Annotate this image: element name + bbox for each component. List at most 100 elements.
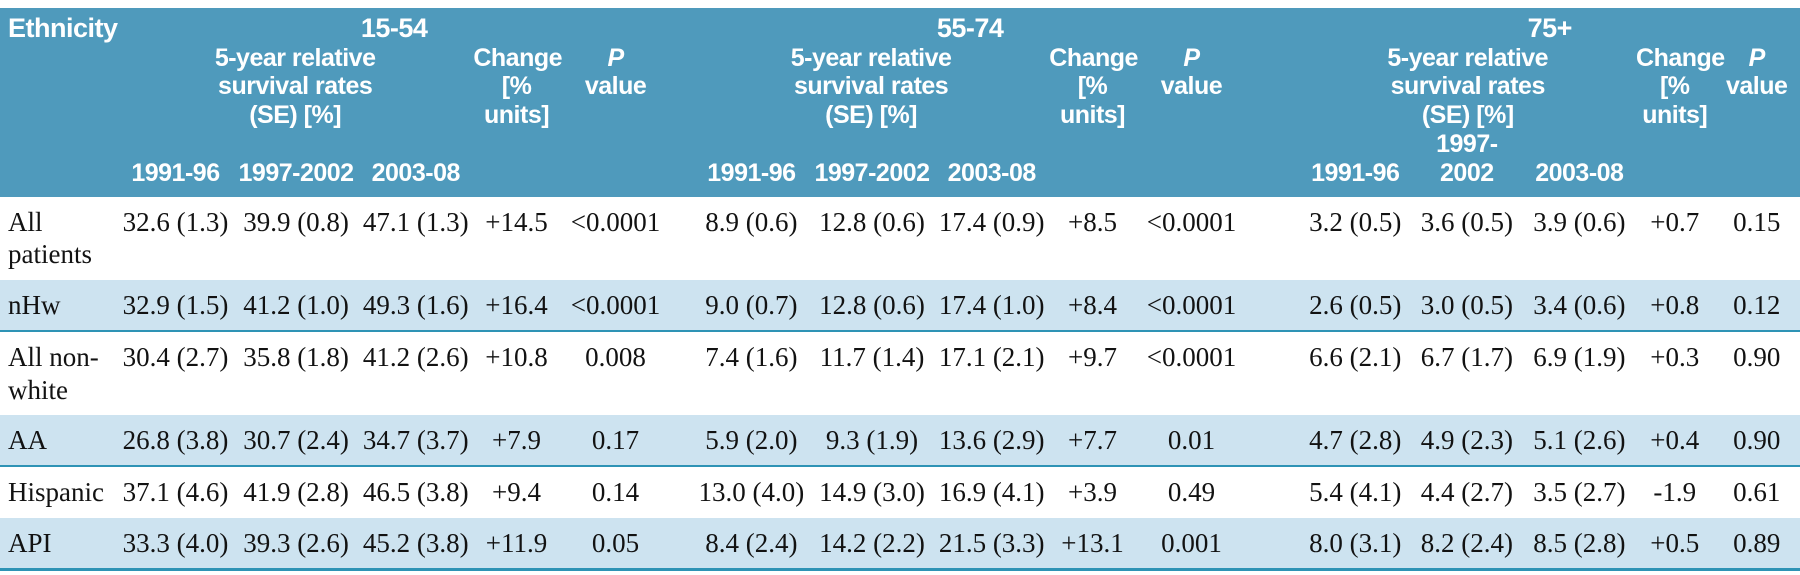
- cell-survival-rate: 5.4 (4.1): [1299, 466, 1412, 518]
- cell-p-value: 0.12: [1713, 279, 1800, 333]
- cell-survival-rate: 46.5 (3.8): [358, 466, 474, 518]
- cell-change: +7.9: [473, 414, 560, 468]
- cell-survival-rate: 30.4 (2.7): [116, 331, 234, 415]
- cell-survival-rate: 30.7 (2.4): [233, 414, 359, 468]
- cell-p-value: <0.0001: [1135, 331, 1248, 415]
- cell-p-value: 0.14: [559, 466, 672, 518]
- row-label: All patients: [0, 197, 117, 280]
- corner-header-ethnicity: Ethnicity: [0, 8, 118, 197]
- table-header: Ethnicity 15-54 55-74 75+ 5-year relativ…: [0, 8, 1800, 197]
- cell-survival-rate: 4.4 (2.7): [1411, 466, 1523, 518]
- period-header: 2003-08: [1522, 130, 1637, 197]
- cell-p-value: 0.15: [1713, 197, 1800, 280]
- change-header: Change [% units]: [1636, 44, 1725, 197]
- cell-change: +0.5: [1636, 517, 1714, 572]
- cell-p-value: <0.0001: [1135, 197, 1248, 280]
- cell-change: +13.1: [1049, 517, 1136, 572]
- column-spacer: [671, 8, 693, 197]
- cell-survival-rate: 39.3 (2.6): [233, 517, 359, 572]
- cell-survival-rate: 11.7 (1.4): [809, 331, 935, 415]
- cell-survival-rate: 49.3 (1.6): [358, 279, 474, 333]
- cell-change: +7.7: [1049, 414, 1136, 468]
- cell-survival-rate: 33.3 (4.0): [116, 517, 234, 572]
- period-header: 1997-2002: [809, 130, 935, 197]
- cell-survival-rate: 32.6 (1.3): [116, 197, 234, 280]
- cell-change: +0.3: [1636, 331, 1714, 415]
- cell-survival-rate: 6.9 (1.9): [1522, 331, 1637, 415]
- cell-survival-rate: 5.9 (2.0): [692, 414, 810, 468]
- row-label: API: [0, 517, 117, 572]
- cell-survival-rate: 17.4 (1.0): [934, 279, 1050, 333]
- cell-p-value: <0.0001: [1135, 279, 1248, 333]
- column-spacer: [671, 517, 693, 572]
- cell-survival-rate: 45.2 (3.8): [358, 517, 474, 572]
- cell-p-value: <0.0001: [559, 279, 672, 333]
- column-spacer: [1247, 279, 1300, 333]
- column-spacer: [671, 331, 693, 415]
- cell-survival-rate: 8.4 (2.4): [692, 517, 810, 572]
- cell-survival-rate: 3.6 (0.5): [1411, 197, 1523, 280]
- cell-survival-rate: 6.7 (1.7): [1411, 331, 1523, 415]
- cell-change: +14.5: [473, 197, 560, 280]
- cell-change: +8.5: [1049, 197, 1136, 280]
- change-header: Change [% units]: [473, 44, 563, 197]
- column-spacer: [1247, 331, 1300, 415]
- cell-change: +0.8: [1636, 279, 1714, 333]
- cell-p-value: 0.90: [1713, 414, 1800, 468]
- cell-survival-rate: 5.1 (2.6): [1522, 414, 1637, 468]
- cell-survival-rate: 12.8 (0.6): [809, 279, 935, 333]
- cell-p-value: 0.17: [559, 414, 672, 468]
- cell-survival-rate: 32.9 (1.5): [116, 279, 234, 333]
- cell-change: +9.7: [1049, 331, 1136, 415]
- survival-rates-table: Ethnicity 15-54 55-74 75+ 5-year relativ…: [0, 8, 1800, 572]
- cell-change: +10.8: [473, 331, 560, 415]
- cell-p-value: 0.008: [559, 331, 672, 415]
- cell-p-value: 0.61: [1713, 466, 1800, 518]
- table-row: AA 26.8 (3.8) 30.7 (2.4) 34.7 (3.7) +7.9…: [0, 414, 1800, 468]
- table-row: All non-white 30.4 (2.7) 35.8 (1.8) 41.2…: [0, 331, 1800, 415]
- cell-p-value: 0.001: [1135, 517, 1248, 572]
- column-spacer: [1247, 8, 1300, 197]
- column-spacer: [1247, 466, 1300, 518]
- cell-survival-rate: 35.8 (1.8): [233, 331, 359, 415]
- column-spacer: [1247, 517, 1300, 572]
- cell-change: +0.4: [1636, 414, 1714, 468]
- table-row: All patients 32.6 (1.3) 39.9 (0.8) 47.1 …: [0, 197, 1800, 280]
- cell-survival-rate: 6.6 (2.1): [1299, 331, 1412, 415]
- cell-survival-rate: 34.7 (3.7): [358, 414, 474, 468]
- cell-survival-rate: 3.5 (2.7): [1522, 466, 1637, 518]
- cell-change: +0.7: [1636, 197, 1714, 280]
- cell-change: +9.4: [473, 466, 560, 518]
- period-header: 2003-08: [934, 130, 1050, 197]
- column-spacer: [671, 414, 693, 468]
- row-label: Hispanic: [0, 466, 117, 518]
- cell-p-value: 0.01: [1135, 414, 1248, 468]
- cell-change: +11.9: [473, 517, 560, 572]
- cell-survival-rate: 21.5 (3.3): [934, 517, 1050, 572]
- cell-p-value: 0.90: [1713, 331, 1800, 415]
- row-label: All non-white: [0, 331, 117, 415]
- cell-p-value: 0.89: [1713, 517, 1800, 572]
- row-label: nHw: [0, 279, 117, 333]
- cell-survival-rate: 3.2 (0.5): [1299, 197, 1412, 280]
- cell-survival-rate: 9.0 (0.7): [692, 279, 810, 333]
- age-group-header-55-74: 55-74: [692, 8, 1248, 44]
- period-header: 1997-2002: [233, 130, 359, 197]
- cell-survival-rate: 14.9 (3.0): [809, 466, 935, 518]
- cell-survival-rate: 17.4 (0.9): [934, 197, 1050, 280]
- cell-change: -1.9: [1636, 466, 1714, 518]
- cell-survival-rate: 4.7 (2.8): [1299, 414, 1412, 468]
- cell-survival-rate: 3.9 (0.6): [1522, 197, 1637, 280]
- period-header: 1997-2002: [1411, 130, 1523, 197]
- survival-rates-header: 5-year relative survival rates (SE) [%]: [692, 44, 1050, 130]
- period-header: 1991-96: [1299, 130, 1412, 197]
- period-header: 1991-96: [692, 130, 810, 197]
- column-spacer: [1247, 414, 1300, 468]
- cell-survival-rate: 9.3 (1.9): [809, 414, 935, 468]
- survival-rates-header: 5-year relative survival rates (SE) [%]: [1299, 44, 1637, 130]
- table-body: All patients 32.6 (1.3) 39.9 (0.8) 47.1 …: [0, 197, 1800, 572]
- cell-p-value: 0.05: [559, 517, 672, 572]
